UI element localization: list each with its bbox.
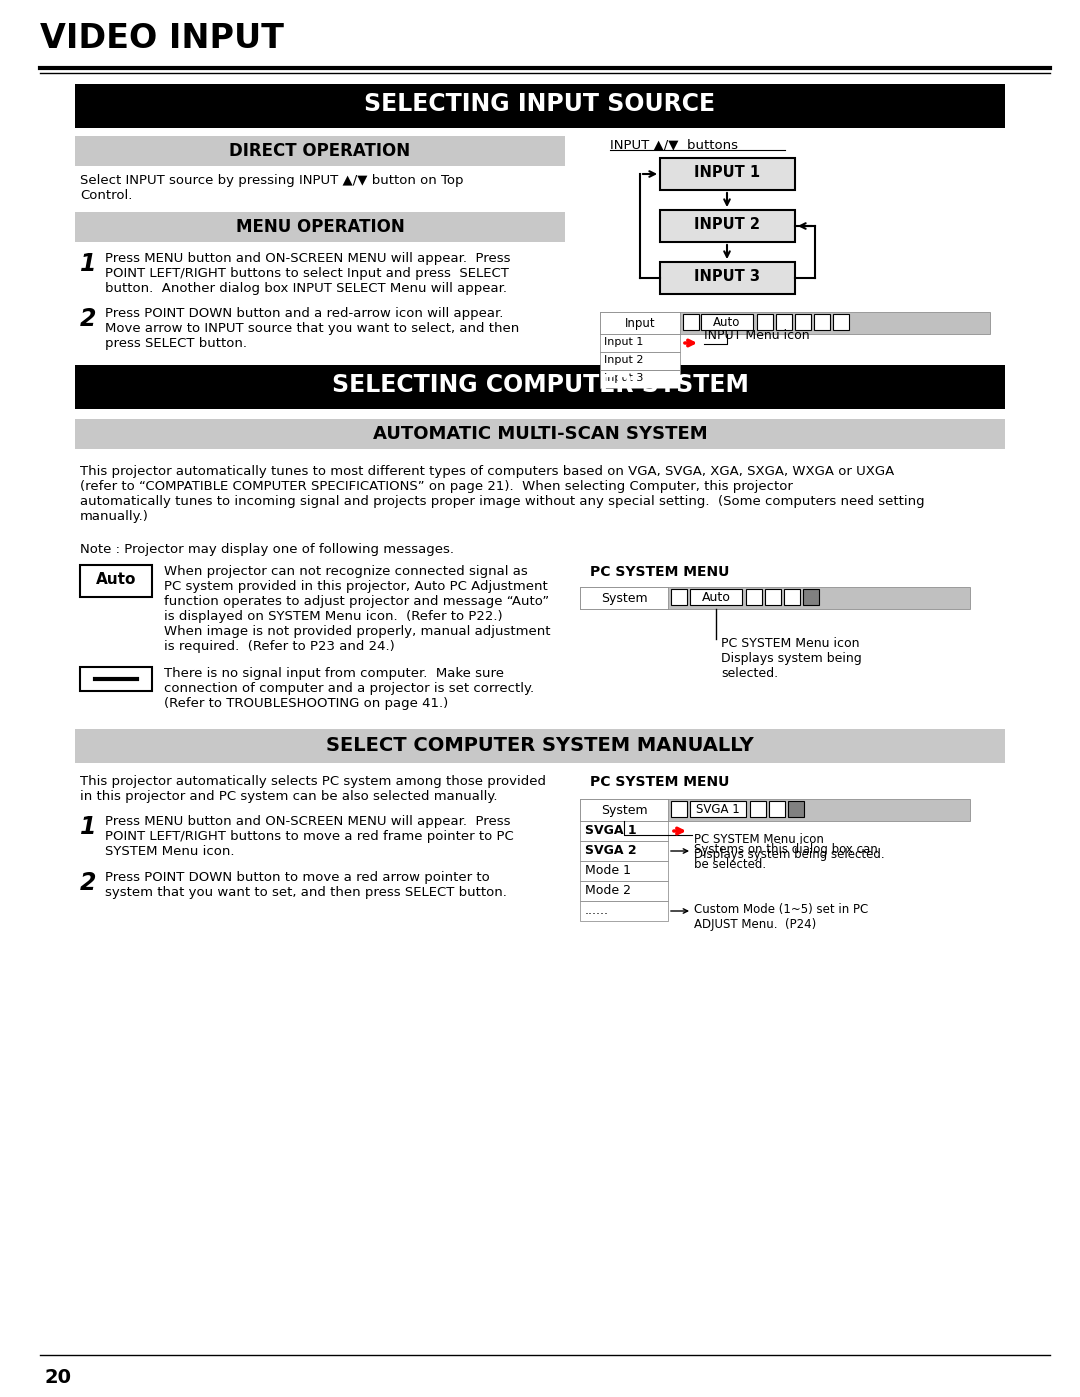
Text: Systems on this dialog box can
be selected.: Systems on this dialog box can be select… [694, 842, 878, 870]
Bar [75, 212, 565, 242]
Text: 20: 20 [45, 1368, 72, 1387]
Text: System: System [600, 592, 647, 605]
Bar [814, 314, 831, 330]
Text: Input 3: Input 3 [604, 373, 644, 383]
Bar [671, 800, 687, 817]
Bar [750, 800, 766, 817]
Bar [600, 312, 990, 334]
Bar [660, 263, 795, 293]
Text: Note : Projector may display one of following messages.: Note : Projector may display one of foll… [80, 543, 454, 556]
Bar [75, 365, 1005, 409]
Bar [765, 590, 781, 605]
Bar [769, 800, 785, 817]
Bar [833, 314, 849, 330]
Bar [683, 314, 699, 330]
Text: Press MENU button and ON-SCREEN MENU will appear.  Press
POINT LEFT/RIGHT button: Press MENU button and ON-SCREEN MENU wil… [105, 814, 514, 858]
Text: SELECT COMPUTER SYSTEM MANUALLY: SELECT COMPUTER SYSTEM MANUALLY [326, 736, 754, 754]
Text: Press POINT DOWN button to move a red arrow pointer to
system that you want to s: Press POINT DOWN button to move a red ar… [105, 870, 507, 900]
Text: PC SYSTEM Menu icon
Displays system being selected.: PC SYSTEM Menu icon Displays system bein… [694, 833, 885, 861]
Text: Press MENU button and ON-SCREEN MENU will appear.  Press
POINT LEFT/RIGHT button: Press MENU button and ON-SCREEN MENU wil… [105, 251, 511, 295]
Text: PC SYSTEM Menu icon
Displays system being
selected.: PC SYSTEM Menu icon Displays system bein… [721, 637, 862, 680]
Bar [580, 799, 970, 821]
Text: Press POINT DOWN button and a red-arrow icon will appear.
Move arrow to INPUT so: Press POINT DOWN button and a red-arrow … [105, 307, 519, 351]
Text: PC SYSTEM MENU: PC SYSTEM MENU [590, 564, 729, 578]
Text: Input 1: Input 1 [604, 337, 644, 346]
Bar [75, 84, 1005, 129]
Text: There is no signal input from computer.  Make sure
connection of computer and a : There is no signal input from computer. … [164, 666, 535, 710]
Text: Auto: Auto [702, 591, 730, 604]
Text: Input 2: Input 2 [604, 355, 644, 365]
Bar [600, 312, 680, 334]
Text: ......: ...... [585, 904, 609, 916]
Bar [580, 799, 669, 821]
Bar [80, 666, 152, 692]
Bar [795, 314, 811, 330]
Text: AUTOMATIC MULTI-SCAN SYSTEM: AUTOMATIC MULTI-SCAN SYSTEM [373, 425, 707, 443]
Bar [788, 800, 804, 817]
Text: SELECTING INPUT SOURCE: SELECTING INPUT SOURCE [364, 92, 716, 116]
Text: DIRECT OPERATION: DIRECT OPERATION [229, 142, 410, 161]
Bar [784, 590, 800, 605]
Text: INPUT 1: INPUT 1 [694, 165, 760, 180]
Bar [600, 370, 680, 388]
Text: Custom Mode (1~5) set in PC
ADJUST Menu.  (P24): Custom Mode (1~5) set in PC ADJUST Menu.… [694, 902, 868, 930]
Bar [671, 590, 687, 605]
Text: Select INPUT source by pressing INPUT ▲/▼ button on Top
Control.: Select INPUT source by pressing INPUT ▲/… [80, 175, 463, 203]
Text: Auto: Auto [96, 571, 136, 587]
Bar [75, 136, 565, 166]
Bar [660, 158, 795, 190]
Bar [600, 334, 680, 352]
Text: 2: 2 [80, 870, 96, 895]
Text: 1: 1 [80, 251, 96, 277]
Bar [580, 901, 669, 921]
Bar [804, 590, 819, 605]
Text: SVGA 1: SVGA 1 [697, 803, 740, 816]
Text: MENU OPERATION: MENU OPERATION [235, 218, 404, 236]
Bar [690, 800, 746, 817]
Text: Input: Input [624, 317, 656, 330]
Text: SVGA 2: SVGA 2 [585, 844, 636, 856]
Bar [75, 419, 1005, 448]
Text: INPUT 3: INPUT 3 [694, 270, 760, 284]
Bar [580, 587, 970, 609]
Bar [80, 564, 152, 597]
Bar [777, 314, 792, 330]
Text: INPUT Menu icon: INPUT Menu icon [704, 330, 810, 342]
Bar [746, 590, 762, 605]
Text: 1: 1 [80, 814, 96, 840]
Text: SELECTING COMPUTER SYSTEM: SELECTING COMPUTER SYSTEM [332, 373, 748, 397]
Text: INPUT 2: INPUT 2 [694, 217, 760, 232]
Bar [600, 352, 680, 370]
Text: Mode 2: Mode 2 [585, 884, 631, 897]
Text: When projector can not recognize connected signal as
PC system provided in this : When projector can not recognize connect… [164, 564, 551, 652]
Bar [580, 882, 669, 901]
Text: PC SYSTEM MENU: PC SYSTEM MENU [590, 775, 729, 789]
Bar [580, 587, 669, 609]
Text: Auto: Auto [713, 316, 741, 330]
Bar [690, 590, 742, 605]
Bar [580, 821, 669, 841]
Text: This projector automatically tunes to most different types of computers based on: This projector automatically tunes to mo… [80, 465, 924, 522]
Bar [580, 861, 669, 882]
Bar [660, 210, 795, 242]
Text: VIDEO INPUT: VIDEO INPUT [40, 22, 284, 54]
Text: INPUT ▲/▼  buttons: INPUT ▲/▼ buttons [610, 138, 738, 151]
Bar [701, 314, 753, 330]
Text: SVGA 1: SVGA 1 [585, 824, 636, 837]
Text: Mode 1: Mode 1 [585, 863, 631, 877]
Text: This projector automatically selects PC system among those provided
in this proj: This projector automatically selects PC … [80, 775, 546, 803]
Text: System: System [600, 805, 647, 817]
Bar [580, 841, 669, 861]
Text: 2: 2 [80, 307, 96, 331]
Bar [757, 314, 773, 330]
Bar [75, 729, 1005, 763]
